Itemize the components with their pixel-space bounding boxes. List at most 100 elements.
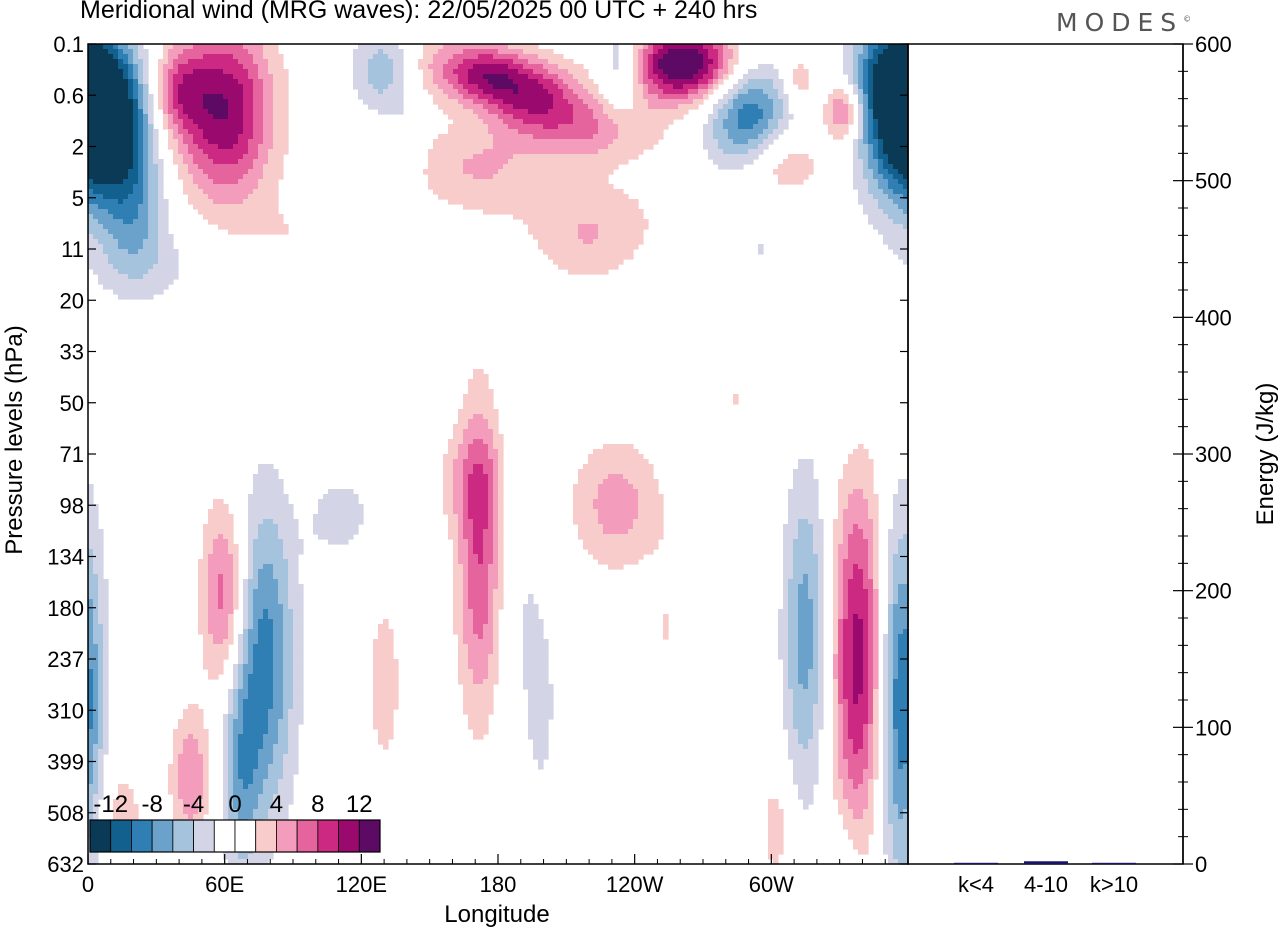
heatmap-cell <box>108 264 114 270</box>
heatmap-cell <box>558 69 564 75</box>
heatmap-cell <box>273 94 279 100</box>
heatmap-cell <box>248 174 254 180</box>
heatmap-cell <box>93 49 99 55</box>
heatmap-cell <box>493 64 499 70</box>
heatmap-cell <box>98 279 104 285</box>
heatmap-cell <box>518 214 524 220</box>
heatmap-cell <box>198 69 204 75</box>
heatmap-cell <box>358 94 364 100</box>
heatmap-cell <box>893 119 899 125</box>
heatmap-cell <box>278 159 284 165</box>
heatmap-cell <box>618 464 624 470</box>
heatmap-cell <box>678 44 684 50</box>
heatmap-cell <box>143 204 149 210</box>
heatmap-cell <box>513 124 519 130</box>
heatmap-cell <box>288 509 294 515</box>
heatmap-cell <box>173 109 179 115</box>
heatmap-cell <box>508 194 514 200</box>
heatmap-cell <box>438 134 444 140</box>
heatmap-cell <box>448 509 454 515</box>
heatmap-cell <box>858 139 864 145</box>
heatmap-cell <box>148 229 154 235</box>
modes-logo: MODES© <box>1056 8 1192 37</box>
heatmap-cell <box>523 174 529 180</box>
heatmap-cell <box>523 144 529 150</box>
heatmap-cell <box>258 509 264 515</box>
heatmap-cell <box>553 54 559 60</box>
heatmap-cell <box>898 249 904 255</box>
heatmap-cell <box>478 444 484 450</box>
heatmap-cell <box>868 134 874 140</box>
heatmap-cell <box>838 514 844 520</box>
heatmap-cell <box>273 504 279 510</box>
heatmap-cell <box>463 429 469 435</box>
heatmap-cell <box>168 249 174 255</box>
heatmap-cell <box>798 474 804 480</box>
heatmap-cell <box>488 114 494 120</box>
heatmap-cell <box>433 184 439 190</box>
heatmap-cell <box>593 244 599 250</box>
heatmap-cell <box>233 179 239 185</box>
heatmap-cell <box>748 134 754 140</box>
heatmap-cell <box>228 44 234 50</box>
heatmap-cell <box>363 54 369 60</box>
heatmap-cell <box>718 109 724 115</box>
heatmap-cell <box>143 269 149 275</box>
heatmap-cell <box>128 44 134 50</box>
heatmap-cell <box>153 144 159 150</box>
heatmap-cell <box>113 89 119 95</box>
heatmap-cell <box>98 119 104 125</box>
heatmap-cell <box>633 144 639 150</box>
heatmap-cell <box>238 149 244 155</box>
heatmap-cell <box>88 489 94 495</box>
heatmap-cell <box>253 479 259 485</box>
heatmap-cell <box>748 159 754 165</box>
heatmap-cell <box>453 64 459 70</box>
heatmap-cell <box>793 469 799 475</box>
heatmap-cell <box>648 59 654 65</box>
heatmap-cell <box>263 489 269 495</box>
heatmap-cell <box>128 174 134 180</box>
heatmap-cell <box>863 114 869 120</box>
heatmap-cell <box>133 274 139 280</box>
heatmap-cell <box>668 44 674 50</box>
heatmap-cell <box>113 49 119 55</box>
heatmap-cell <box>683 54 689 60</box>
heatmap-cell <box>288 514 294 520</box>
heatmap-cell <box>638 119 644 125</box>
heatmap-cell <box>518 134 524 140</box>
heatmap-cell <box>513 159 519 165</box>
heatmap-cell <box>558 109 564 115</box>
heatmap-cell <box>458 104 464 110</box>
heatmap-cell <box>743 154 749 160</box>
heatmap-cell <box>688 69 694 75</box>
heatmap-cell <box>268 494 274 500</box>
heatmap-cell <box>378 49 384 55</box>
heatmap-cell <box>253 169 259 175</box>
heatmap-cell <box>743 124 749 130</box>
heatmap-cell <box>368 79 374 85</box>
heatmap-cell <box>488 99 494 105</box>
heatmap-cell <box>608 489 614 495</box>
heatmap-cell <box>558 169 564 175</box>
heatmap-cell <box>488 439 494 445</box>
heatmap-cell <box>638 479 644 485</box>
heatmap-cell <box>598 199 604 205</box>
heatmap-cell <box>513 104 519 110</box>
heatmap-cell <box>353 69 359 75</box>
heatmap-cell <box>673 99 679 105</box>
heatmap-cell <box>853 159 859 165</box>
heatmap-cell <box>443 89 449 95</box>
heatmap-cell <box>458 109 464 115</box>
heatmap-cell <box>488 134 494 140</box>
heatmap-cell <box>528 169 534 175</box>
heatmap-cell <box>883 104 889 110</box>
heatmap-cell <box>873 209 879 215</box>
heatmap-cell <box>168 54 174 60</box>
heatmap-cell <box>498 109 504 115</box>
heatmap-cell <box>713 69 719 75</box>
heatmap-cell <box>393 84 399 90</box>
heatmap-cell <box>608 244 614 250</box>
heatmap-cell <box>203 144 209 150</box>
heatmap-cell <box>138 49 144 55</box>
